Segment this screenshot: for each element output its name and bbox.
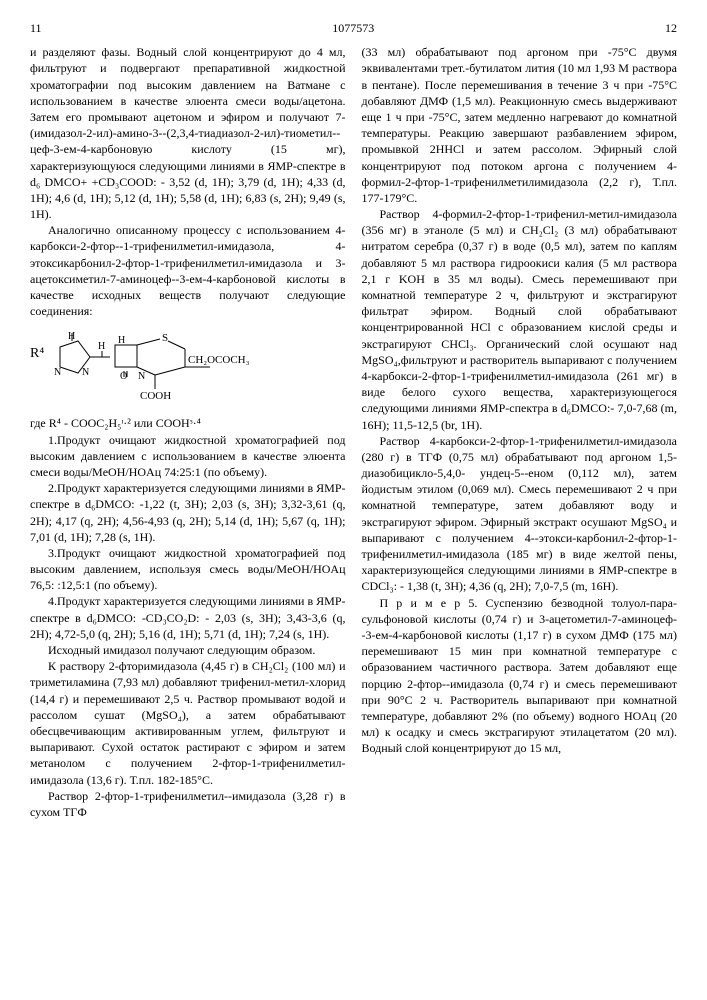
page-left: 11 — [30, 20, 42, 36]
svg-text:COOH: COOH — [140, 390, 171, 402]
page-right: 12 — [665, 20, 677, 36]
svg-text:S: S — [162, 332, 168, 344]
para: 3.Продукт очищают жидкостной хроматограф… — [30, 545, 346, 594]
svg-text:H: H — [118, 335, 125, 346]
right-column: (33 мл) обрабатывают под аргоном при -75… — [362, 44, 678, 820]
page-header: 11 1077573 12 — [30, 20, 677, 36]
svg-text:CH₂OCOCH₃: CH₂OCOCH₃ — [188, 354, 250, 366]
para: Аналогично описанному процессу с использ… — [30, 222, 346, 319]
para: П р и м е р 5. Суспензию безводной толуо… — [362, 595, 678, 757]
left-column: и разделяют фазы. Водный слой концентрир… — [30, 44, 346, 820]
svg-text:H: H — [98, 341, 105, 352]
para: Раствор 4-формил-2-фтор-1-трифенил-метил… — [362, 206, 678, 433]
para: Раствор 4-карбокси-2-фтор-1-трифенилмети… — [362, 433, 678, 595]
svg-text:R⁴: R⁴ — [30, 346, 44, 361]
text-columns: и разделяют фазы. Водный слой концентрир… — [30, 44, 677, 820]
para: (33 мл) обрабатывают под аргоном при -75… — [362, 44, 678, 206]
para: и разделяют фазы. Водный слой концентрир… — [30, 44, 346, 222]
doc-number: 1077573 — [332, 20, 374, 36]
para: Исходный имидазол получают следующим обр… — [30, 642, 346, 658]
para: 1.Продукт очищают жидкостной хроматограф… — [30, 432, 346, 481]
svg-text:N: N — [54, 367, 61, 378]
para: К раствору 2-фторимидазола (4,45 г) в CH… — [30, 658, 346, 788]
para: 2.Продукт характеризуется следующими лин… — [30, 480, 346, 545]
para: Раствор 2-фтор-1-трифенилметил--имидазол… — [30, 788, 346, 820]
chemical-structure: R⁴ H N N H H S N O — [30, 327, 346, 407]
formula-caption: где R⁴ - COOC₂H₅ᶦ·² или COOHᶟ·⁴ — [30, 415, 346, 431]
para: 4.Продукт характеризуется следующими лин… — [30, 593, 346, 642]
svg-text:N: N — [82, 367, 89, 378]
svg-text:N: N — [138, 371, 145, 382]
